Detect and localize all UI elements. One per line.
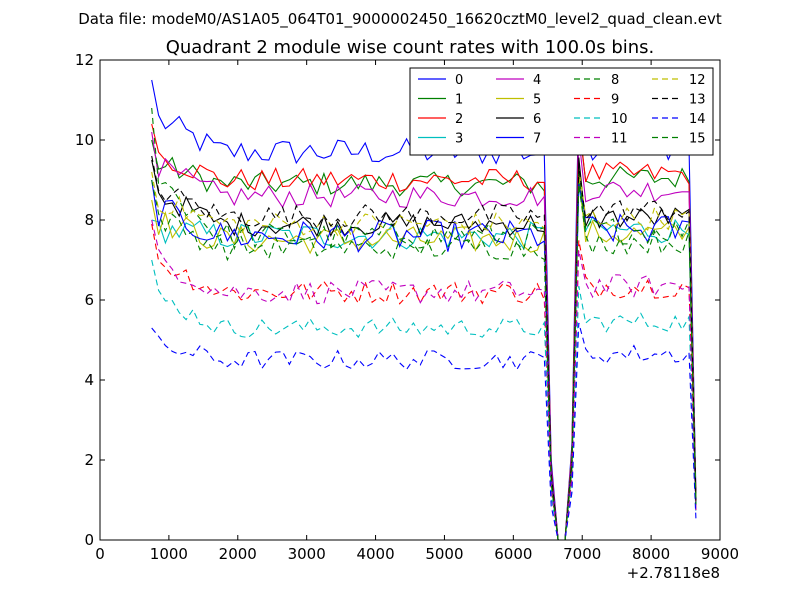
legend-label-13: 13: [689, 93, 706, 108]
plot-frame: [99, 59, 721, 541]
x-tick-label: 6000: [494, 545, 532, 563]
x-tick-label: 1000: [150, 545, 188, 563]
legend-frame: [409, 67, 714, 156]
legend-label-5: 5: [533, 93, 541, 108]
legend-label-7: 7: [533, 132, 541, 147]
legend-label-1: 1: [455, 93, 463, 108]
legend-label-0: 0: [455, 73, 463, 88]
x-offset-label: +2.78118e8: [627, 564, 720, 582]
x-tick-label: 3000: [288, 545, 326, 563]
series-line-15: [151, 179, 697, 541]
legend-label-10: 10: [611, 112, 628, 127]
legend-label-8: 8: [611, 73, 619, 88]
x-tick-label: 2000: [219, 545, 257, 563]
legend-label-3: 3: [455, 132, 463, 147]
series-layer: [151, 79, 697, 541]
legend-label-2: 2: [455, 112, 463, 127]
legend-label-12: 12: [689, 73, 706, 88]
legend-label-11: 11: [611, 132, 628, 147]
x-tick-label: 9000: [701, 545, 739, 563]
series-line-8: [151, 107, 697, 541]
y-tick-label: 10: [75, 131, 94, 149]
legend-label-15: 15: [689, 132, 706, 147]
y-tick-label: 8: [84, 211, 94, 229]
x-tick-label: 0: [95, 545, 105, 563]
legend-label-14: 14: [689, 112, 706, 127]
series-line-7: [151, 179, 697, 541]
y-tick-label: 4: [84, 371, 94, 389]
y-tick-label: 0: [84, 531, 94, 549]
y-tick-label: 6: [84, 291, 94, 309]
legend-label-4: 4: [533, 73, 541, 88]
legend-label-9: 9: [611, 93, 619, 108]
series-line-12: [151, 168, 697, 541]
x-tick-label: 7000: [563, 545, 601, 563]
series-line-2: [151, 118, 697, 541]
y-tick-label: 12: [75, 51, 94, 69]
chart-suptitle: Data file: modeM0/AS1A05_064T01_90000024…: [78, 10, 722, 29]
series-line-9: [151, 223, 697, 541]
y-tick-label: 2: [84, 451, 94, 469]
series-line-6: [151, 157, 697, 541]
series-line-3: [151, 184, 697, 541]
x-tick-label: 8000: [632, 545, 670, 563]
x-tick-label: 4000: [356, 545, 394, 563]
series-line-11: [151, 219, 697, 541]
axes-layer: 0 1000 2000 3000 4000 5000 6000 7000 8000 9000 0 2 4…: [75, 51, 739, 563]
chart-title: Quadrant 2 module wise count rates with …: [166, 37, 655, 58]
legend-label-6: 6: [533, 112, 541, 127]
x-tick-label: 5000: [425, 545, 463, 563]
series-line-4: [151, 131, 697, 541]
series-line-10: [151, 259, 697, 541]
series-line-14: [151, 322, 697, 541]
